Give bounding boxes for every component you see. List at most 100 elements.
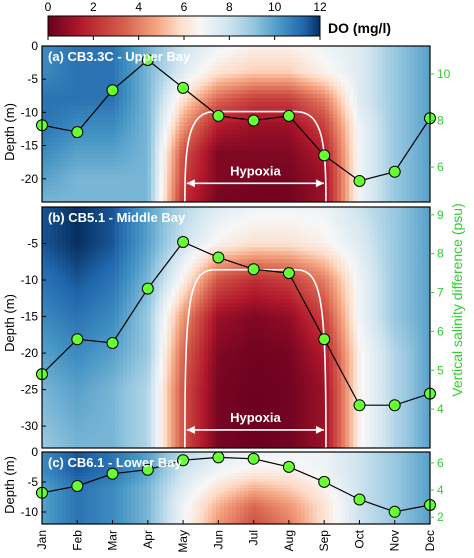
do-cell [425,186,430,191]
do-cell [328,54,334,59]
do-cell [211,102,217,107]
do-cell [385,114,391,119]
do-cell [357,142,362,147]
do-cell [163,138,168,143]
do-cell [94,275,100,280]
do-cell [42,283,47,288]
do-cell [365,190,370,195]
do-cell [341,54,346,59]
do-cell [66,351,71,357]
do-cell [114,407,120,413]
do-cell [159,166,164,171]
do-cell [252,190,257,195]
do-cell [227,94,233,99]
do-cell [284,150,290,155]
do-cell [50,74,55,79]
do-cell [106,118,112,123]
do-cell [62,291,67,296]
do-cell [70,271,75,276]
do-cell [110,375,116,381]
do-cell [409,90,415,95]
do-cell [167,162,172,167]
do-cell [102,227,108,232]
do-cell [98,118,104,123]
do-cell [46,223,51,228]
do-cell [373,46,379,51]
do-cell [296,86,302,91]
do-cell [361,146,366,151]
do-cell [328,146,334,151]
do-cell [397,78,403,83]
do-cell [74,219,79,224]
do-cell [46,395,51,401]
do-cell [155,114,160,119]
do-cell [393,130,399,135]
do-cell [203,142,209,147]
do-cell [66,94,71,99]
do-cell [308,46,314,51]
do-cell [110,211,116,216]
do-cell [143,182,148,187]
do-cell [155,106,160,111]
do-cell [252,50,257,55]
do-cell [102,367,108,373]
do-cell [50,399,55,405]
do-cell [58,335,63,341]
do-cell [373,150,379,155]
do-cell [54,339,59,345]
do-cell [62,170,67,175]
do-cell [62,178,67,183]
do-cell [349,130,354,135]
do-cell [175,158,181,163]
do-cell [58,219,63,224]
do-cell [300,74,306,79]
do-cell [409,174,415,179]
do-cell [365,50,370,55]
do-cell [199,94,205,99]
do-cell [54,66,59,71]
do-cell [118,118,124,123]
do-cell [54,287,59,292]
do-cell [393,50,399,55]
do-cell [345,134,350,139]
do-cell [244,178,249,183]
do-cell [320,66,326,71]
do-cell [78,331,84,337]
do-cell [114,251,120,256]
do-cell [397,74,403,79]
do-cell [50,182,55,187]
do-cell [147,174,152,179]
do-cell [98,315,104,321]
do-cell [98,311,104,317]
do-cell [143,154,148,159]
do-cell [90,106,96,111]
do-cell [126,114,132,119]
do-cell [272,90,278,95]
do-cell [405,66,411,71]
do-cell [425,170,430,175]
do-cell [46,231,51,236]
do-cell [240,126,245,131]
do-cell [167,102,172,107]
do-cell [98,82,104,87]
do-cell [276,190,282,195]
do-cell [421,114,427,119]
do-cell [50,126,55,131]
do-cell [191,78,197,83]
do-cell [163,134,168,139]
do-cell [147,158,152,163]
do-cell [102,411,108,417]
do-cell [102,335,108,341]
do-cell [78,399,84,405]
do-cell [244,90,249,95]
do-cell [94,403,100,409]
do-cell [231,46,237,51]
do-cell [122,130,128,135]
do-cell [357,70,362,75]
do-cell [42,355,47,361]
do-cell [102,295,108,300]
do-cell [163,118,168,123]
do-cell [70,247,75,252]
do-cell [425,126,430,131]
do-cell [191,118,197,123]
